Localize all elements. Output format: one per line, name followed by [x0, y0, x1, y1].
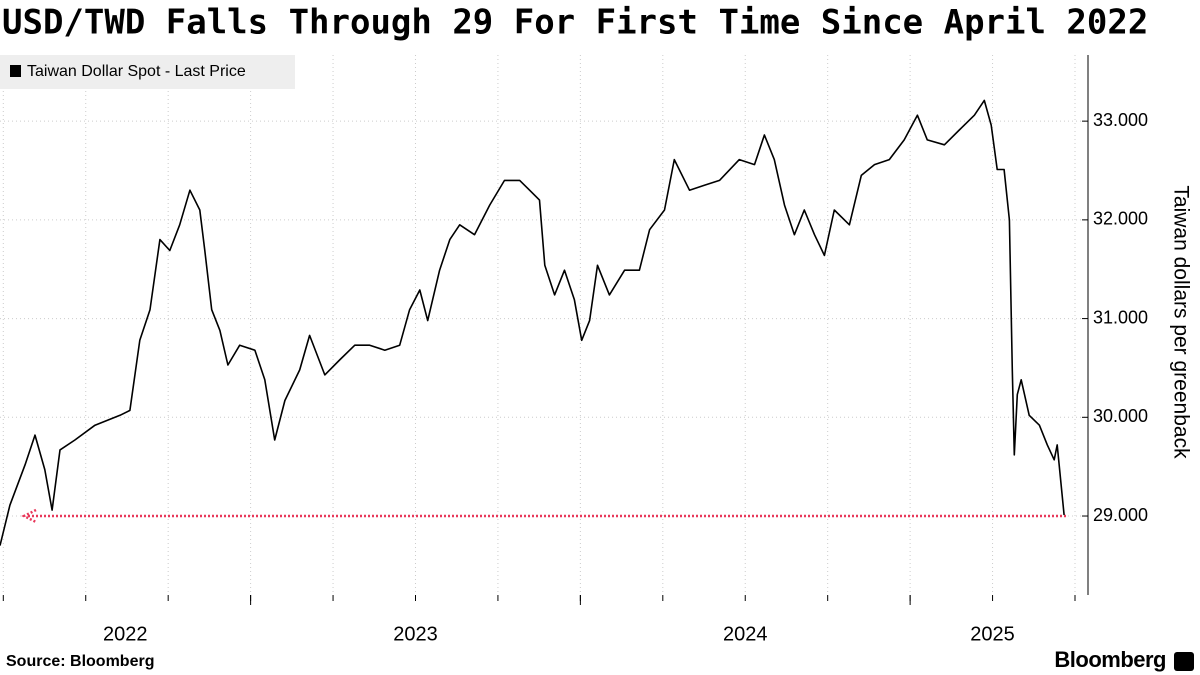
y-tick-label: 29.000 [1093, 505, 1148, 525]
y-tick-label: 30.000 [1093, 406, 1148, 426]
legend-swatch [10, 65, 21, 77]
brand-icon [1174, 652, 1194, 671]
x-tick-label: 2024 [723, 623, 768, 645]
x-tick-label: 2025 [970, 623, 1015, 645]
legend-box [0, 55, 295, 89]
y-axis-title: Taiwan dollars per greenback [1169, 185, 1192, 459]
brand: Bloomberg [1054, 647, 1166, 672]
y-tick-label: 31.000 [1093, 307, 1148, 327]
chart-title: USD/TWD Falls Through 29 For First Time … [2, 3, 1148, 43]
x-tick-label: 2023 [393, 623, 438, 645]
y-tick-label: 33.000 [1093, 110, 1148, 130]
x-tick-label: 2022 [103, 623, 148, 645]
legend-label: Taiwan Dollar Spot - Last Price [27, 63, 246, 80]
series-line [0, 99, 1065, 546]
reference-arrow [21, 508, 37, 524]
source: Source: Bloomberg [6, 653, 154, 670]
y-tick-label: 32.000 [1093, 209, 1148, 229]
